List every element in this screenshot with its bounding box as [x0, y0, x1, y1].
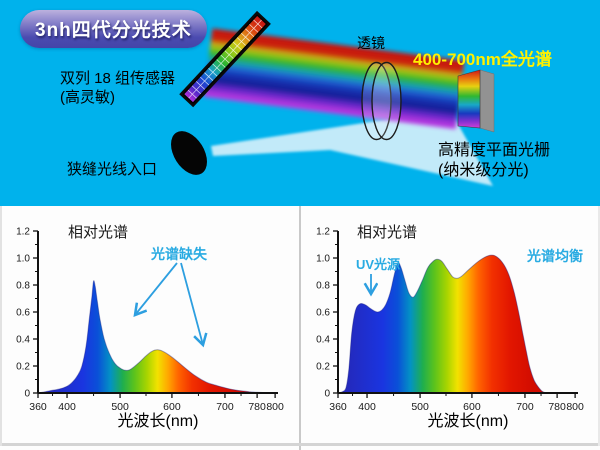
y-tick-label: 0.6	[16, 308, 30, 319]
title-badge: 3nh四代分光技术	[20, 10, 207, 48]
grating-label: 高精度平面光栅 (纳米级分光)	[438, 141, 550, 182]
chart-left-title: 相对光谱	[68, 224, 129, 241]
x-tick-label: 400	[358, 401, 376, 413]
chart-right-xlabel: 光波长(nm)	[427, 413, 509, 430]
chart-divider	[299, 206, 301, 450]
sensor-label: 双列 18 组传感器 (高灵敏)	[60, 69, 175, 107]
spectrum-chart-right: 0 0.2 0.4 0.6 0.8 1.0 1.2 360 400 500 600 700 780 800	[316, 227, 584, 414]
x-tick-label: 360	[29, 401, 47, 413]
y-tick-label: 0	[24, 389, 30, 400]
annotation-spectrum-balance: 光谱均衡	[527, 248, 583, 264]
incident-light-beam	[211, 110, 493, 186]
charts-panel: 0 0.2 0.4 0.6 0.8 1.0 1.2 360 400 500 600 700 780 800…	[0, 206, 600, 450]
left-edge	[0, 206, 2, 446]
lens	[361, 61, 402, 141]
grating	[457, 69, 495, 133]
spectrum-chart-left: 0 0.2 0.4 0.6 0.8 1.0 1.2 360 400 500 600 700 780 800	[16, 227, 284, 414]
y-tick-label: 0.4	[316, 335, 330, 346]
sensor-array	[179, 10, 271, 108]
y-tick-label: 0.2	[316, 362, 330, 373]
spectrum-area	[338, 255, 546, 393]
bottom-edge	[0, 443, 600, 446]
x-tick-label: 800	[266, 401, 284, 413]
annotation-arrow	[180, 262, 203, 345]
sensor-label-line1: 双列 18 组传感器	[60, 70, 176, 87]
x-tick-label: 500	[111, 401, 129, 413]
y-tick-label: 0.4	[16, 335, 30, 346]
x-tick-label: 780	[248, 401, 266, 413]
slit-entrance	[171, 131, 207, 175]
annotation-uv-source: UV光源	[356, 257, 401, 272]
grating-label-line1: 高精度平面光栅	[438, 142, 551, 159]
chart-right-title: 相对光谱	[357, 224, 418, 241]
spectrum-area	[38, 280, 276, 393]
x-tick-label: 400	[58, 401, 76, 413]
y-tick-label: 0.8	[16, 281, 30, 292]
y-tick-label: 1.2	[16, 227, 30, 238]
y-tick-label: 0	[324, 389, 330, 400]
full-spectrum-label: 400-700nm全光谱	[413, 50, 552, 69]
annotation-spectrum-missing: 光谱缺失	[151, 246, 207, 262]
sensor-label-line2: (高灵敏)	[60, 89, 115, 107]
optical-diagram	[171, 10, 495, 186]
optical-diagram-panel: 3nh四代分光技术 双列 18 组传感器 (高灵敏) 透镜 400-700nm全…	[0, 0, 600, 206]
annotation-arrow	[135, 262, 178, 315]
x-tick-label: 800	[566, 401, 584, 413]
y-tick-label: 1.2	[316, 227, 330, 238]
y-tick-label: 1.0	[316, 254, 330, 265]
y-tick-label: 1.0	[16, 254, 30, 265]
x-tick-label: 600	[163, 401, 181, 413]
lens-label: 透镜	[357, 35, 385, 51]
x-tick-label: 780	[548, 401, 566, 413]
x-tick-label: 360	[329, 401, 347, 413]
x-tick-label: 700	[516, 401, 534, 413]
y-tick-label: 0.6	[316, 308, 330, 319]
right-edge	[598, 206, 600, 446]
x-tick-label: 600	[463, 401, 481, 413]
spectrum-curve	[337, 254, 547, 394]
slit-label: 狭缝光线入口	[67, 161, 158, 178]
y-tick-label: 0.8	[316, 281, 330, 292]
grating-label-line2: (纳米级分光)	[438, 162, 529, 180]
x-tick-label: 700	[216, 401, 234, 413]
y-tick-label: 0.2	[16, 362, 30, 373]
x-tick-label: 500	[411, 401, 429, 413]
rainbow-beam	[203, 28, 465, 130]
spectrum-curve	[37, 280, 276, 394]
chart-left-xlabel: 光波长(nm)	[117, 413, 199, 430]
